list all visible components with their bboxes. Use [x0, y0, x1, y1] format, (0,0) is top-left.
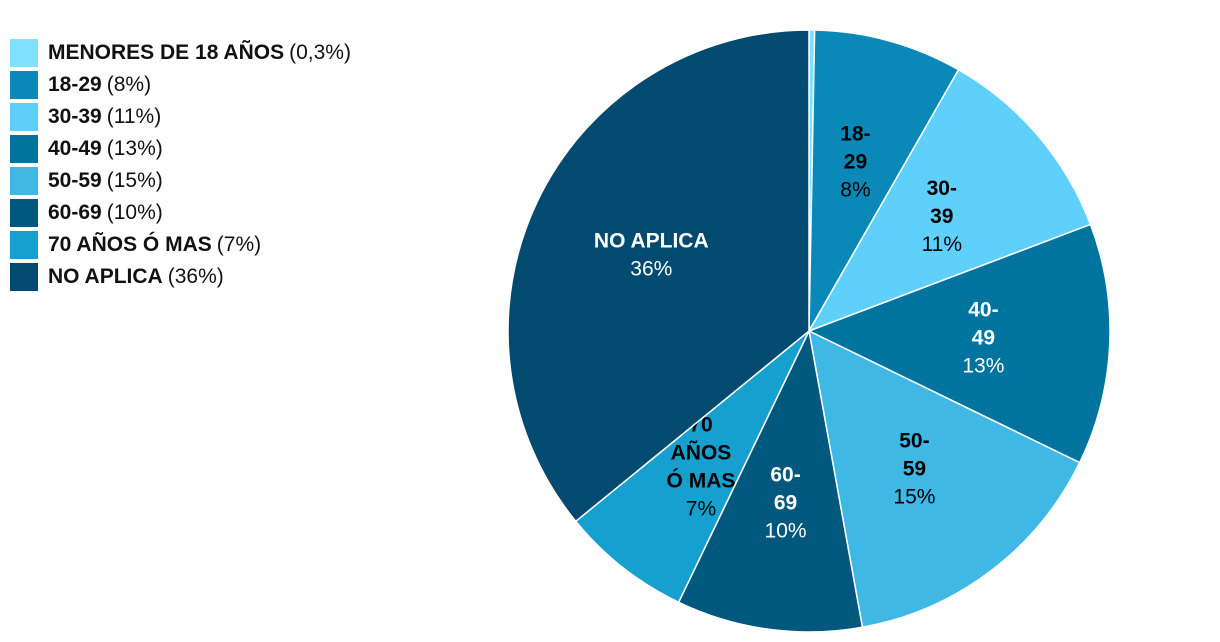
pie-slice-40-49 [807, 223, 1111, 464]
slice-label-percent: 11% [922, 233, 962, 256]
pie-slice-no-aplica [507, 29, 810, 523]
pie-slice-50-59 [807, 329, 1081, 629]
legend-item-no-aplica: NO APLICA (36%) [10, 261, 351, 293]
legend-item-50-59: 50-59 (15%) [10, 165, 351, 197]
pie-slice-30-39 [807, 68, 1092, 333]
legend-percent: (0,3%) [289, 41, 351, 64]
legend-label: MENORES DE 18 AÑOS [48, 41, 285, 64]
slice-label-40-49: 40- 49 13% [962, 298, 1004, 377]
legend-label: 18-29 [48, 73, 102, 96]
slice-label-percent: 10% [765, 520, 807, 543]
slice-label-no-aplica: NO APLICA 36% [594, 230, 709, 281]
legend-swatch [10, 167, 38, 195]
slice-label-text: 40- [968, 298, 998, 321]
slice-label-text: 29 [844, 150, 867, 173]
legend-swatch [10, 39, 38, 67]
legend-percent: (10%) [106, 201, 163, 224]
legend-item-30-39: 30-39 (11%) [10, 101, 351, 133]
legend-item-menores-de-18: MENORES DE 18 AÑOS (0,3%) [10, 37, 351, 69]
legend-percent: (8%) [106, 73, 152, 96]
slice-label-text: 18- [840, 122, 870, 145]
legend-label: 40-49 [48, 137, 102, 160]
legend-item-40-49: 40-49 (13%) [10, 133, 351, 165]
legend-swatch [10, 71, 38, 99]
slice-label-text: 69 [774, 492, 797, 515]
legend-item-18-29: 18-29 (8%) [10, 69, 351, 101]
slice-label-text: NO APLICA [594, 230, 709, 253]
slice-label-text: 60- [770, 464, 800, 487]
slice-label-text: 50- [899, 430, 929, 453]
legend-label: 70 AÑOS Ó MAS [48, 233, 212, 256]
slice-label-text: 49 [972, 326, 995, 349]
legend-label: 60-69 [48, 201, 102, 224]
slice-label-text: AÑOS [671, 442, 732, 465]
slice-label-percent: 8% [840, 178, 870, 201]
legend-percent: (13%) [106, 137, 163, 160]
slice-label-text: Ó MAS [667, 469, 736, 493]
legend-percent: (36%) [167, 265, 224, 288]
legend-swatch [10, 263, 38, 291]
slice-label-18-29: 18- 29 8% [840, 122, 870, 201]
legend: MENORES DE 18 AÑOS (0,3%) 18-29 (8%) 30-39… [10, 37, 351, 293]
slice-label-50-59: 50- 59 15% [893, 430, 935, 509]
legend-swatch [10, 231, 38, 259]
legend-label: 50-59 [48, 169, 102, 192]
legend-percent: (15%) [106, 169, 163, 192]
slice-label-60-69: 60- 69 10% [765, 464, 807, 543]
slice-label-text: 30- [927, 177, 957, 200]
legend-percent: (7%) [216, 233, 262, 256]
slice-label-text: 59 [903, 458, 926, 481]
legend-swatch [10, 103, 38, 131]
legend-percent: (11%) [106, 105, 162, 128]
slice-label-percent: 36% [630, 258, 672, 281]
slice-label-30-39: 30- 39 11% [922, 177, 962, 256]
slice-label-percent: 7% [686, 498, 716, 521]
pie-slice-70-anos-o-mas [574, 330, 810, 604]
legend-item-60-69: 60-69 (10%) [10, 197, 351, 229]
legend-item-70-o-mas: 70 AÑOS Ó MAS (7%) [10, 229, 351, 261]
legend-label: NO APLICA [48, 265, 163, 288]
pie-slice-60-69 [677, 328, 864, 633]
legend-swatch [10, 199, 38, 227]
legend-swatch [10, 135, 38, 163]
slice-label-text: 39 [930, 205, 953, 228]
slice-label-percent: 15% [893, 486, 935, 509]
pie-slice-18-29 [808, 29, 960, 332]
slice-label-percent: 13% [962, 354, 1004, 377]
legend-label: 30-39 [48, 105, 102, 128]
